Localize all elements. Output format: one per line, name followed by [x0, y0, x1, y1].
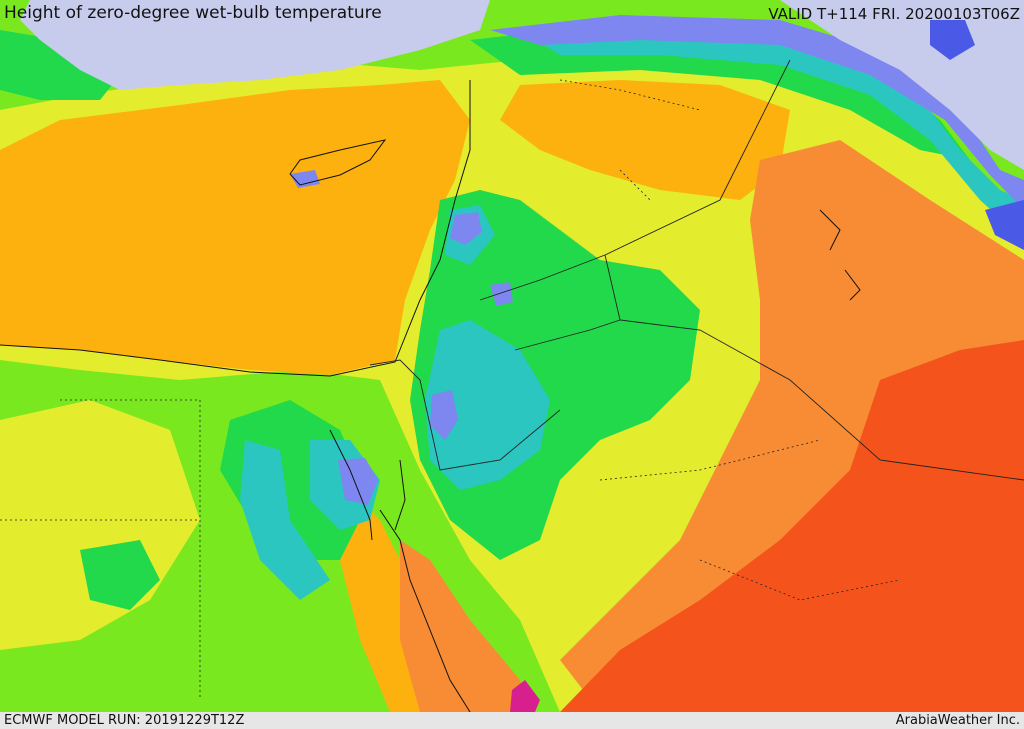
- field-verylow-cyprus: [290, 170, 320, 188]
- field-verylow-jordan: [430, 390, 458, 440]
- country-lines: [369, 59, 1024, 481]
- field-verylow-sinai: [338, 458, 378, 505]
- field-green-greece: [0, 30, 120, 100]
- field-extreme: [510, 680, 540, 712]
- field-verylow-lebanon: [450, 212, 482, 245]
- lowest-northeast: [930, 20, 975, 60]
- coastlines: [0, 80, 861, 712]
- valid-time: VALID T+114 FRI. 20200103T06Z: [768, 5, 1020, 23]
- field-orange-med: [0, 80, 470, 375]
- field-highest: [560, 340, 1024, 712]
- borders: [0, 79, 901, 700]
- field-orange-syria: [500, 80, 790, 200]
- field-green-egypt: [80, 540, 160, 610]
- lowest-east-edge: [985, 200, 1024, 250]
- sea-black-north: [20, 0, 490, 90]
- map-title: Height of zero-degree wet-bulb temperatu…: [4, 3, 382, 23]
- field-teal-jordan: [425, 320, 550, 490]
- credit: ArabiaWeather Inc.: [895, 713, 1020, 728]
- field-verylow-golan: [490, 282, 513, 306]
- footer-bar: ECMWF MODEL RUN: 20191229T12Z ArabiaWeat…: [0, 712, 1024, 729]
- weather-map: [0, 0, 1024, 712]
- model-run: ECMWF MODEL RUN: 20191229T12Z: [4, 713, 245, 728]
- field-teal-egypt: [240, 440, 330, 600]
- field-veryhigh-redsea: [400, 540, 530, 712]
